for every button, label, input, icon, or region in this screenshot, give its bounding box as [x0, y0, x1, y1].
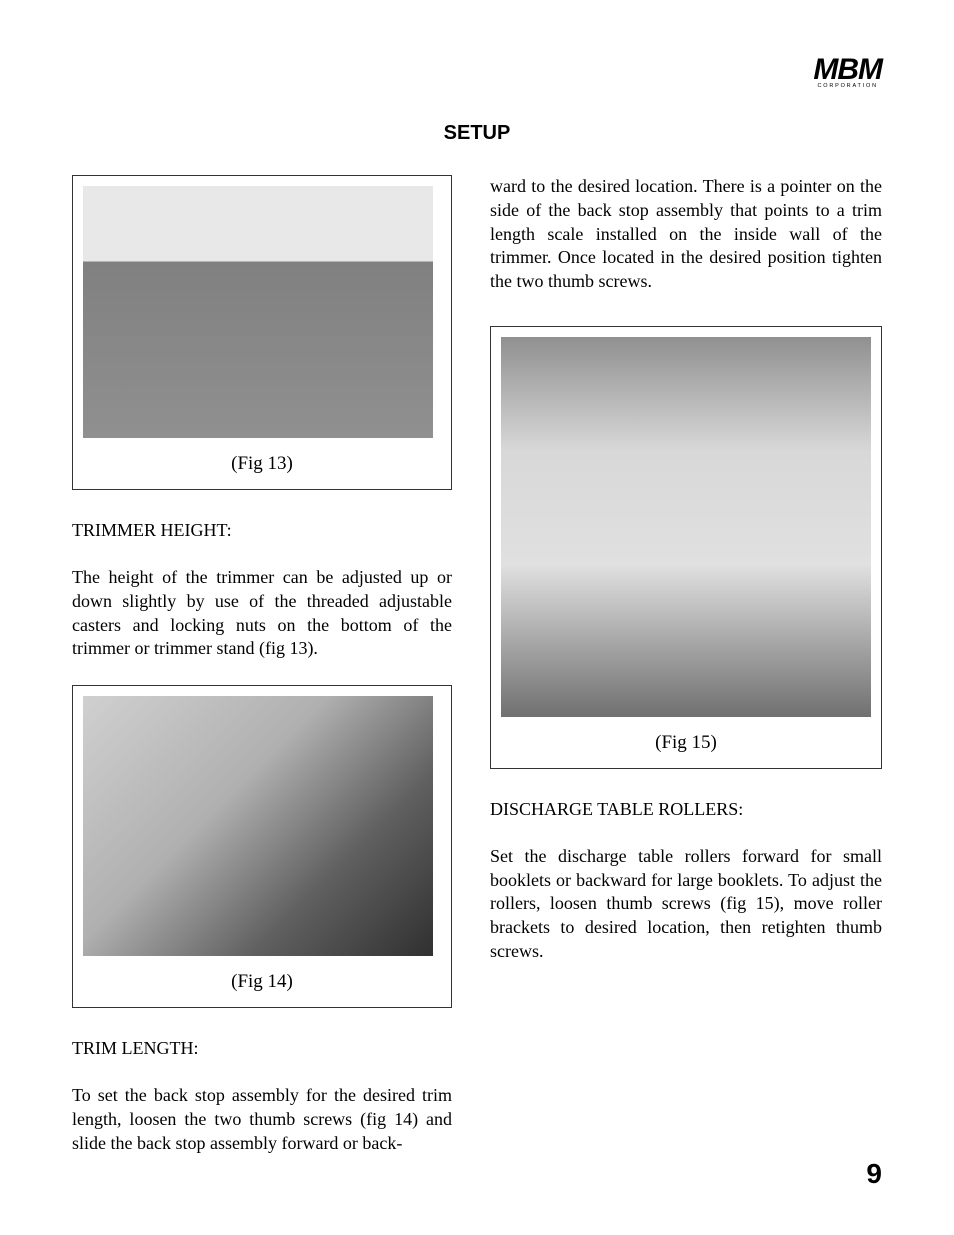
figure-15-caption: (Fig 15)	[491, 727, 881, 768]
continuation-text: ward to the desired location. There is a…	[490, 175, 882, 294]
trimmer-height-body: The height of the trimmer can be adjuste…	[72, 566, 452, 661]
figure-13-image	[83, 186, 433, 438]
right-column: ward to the desired location. There is a…	[490, 175, 882, 1179]
figure-14-box: (Fig 14)	[72, 685, 452, 1008]
discharge-rollers-heading: DISCHARGE TABLE ROLLERS:	[490, 799, 882, 820]
left-column: (Fig 13) TRIMMER HEIGHT: The height of t…	[72, 175, 452, 1179]
figure-13-box: (Fig 13)	[72, 175, 452, 490]
brand-logo: MBM CORPORATION	[813, 55, 882, 89]
figure-14-caption: (Fig 14)	[73, 966, 451, 1007]
figure-14-image	[83, 696, 433, 956]
content-columns: (Fig 13) TRIMMER HEIGHT: The height of t…	[72, 175, 882, 1179]
page-title: SETUP	[72, 122, 882, 145]
logo-main-text: MBM	[813, 55, 882, 85]
figure-15-box: (Fig 15)	[490, 326, 882, 769]
figure-13-caption: (Fig 13)	[73, 448, 451, 489]
logo-sub-text: CORPORATION	[813, 83, 882, 89]
trim-length-body: To set the back stop assembly for the de…	[72, 1084, 452, 1155]
trim-length-heading: TRIM LENGTH:	[72, 1038, 452, 1059]
discharge-rollers-body: Set the discharge table rollers forward …	[490, 845, 882, 964]
trimmer-height-heading: TRIMMER HEIGHT:	[72, 520, 452, 541]
page-number: 9	[866, 1158, 882, 1190]
figure-15-image	[501, 337, 871, 717]
